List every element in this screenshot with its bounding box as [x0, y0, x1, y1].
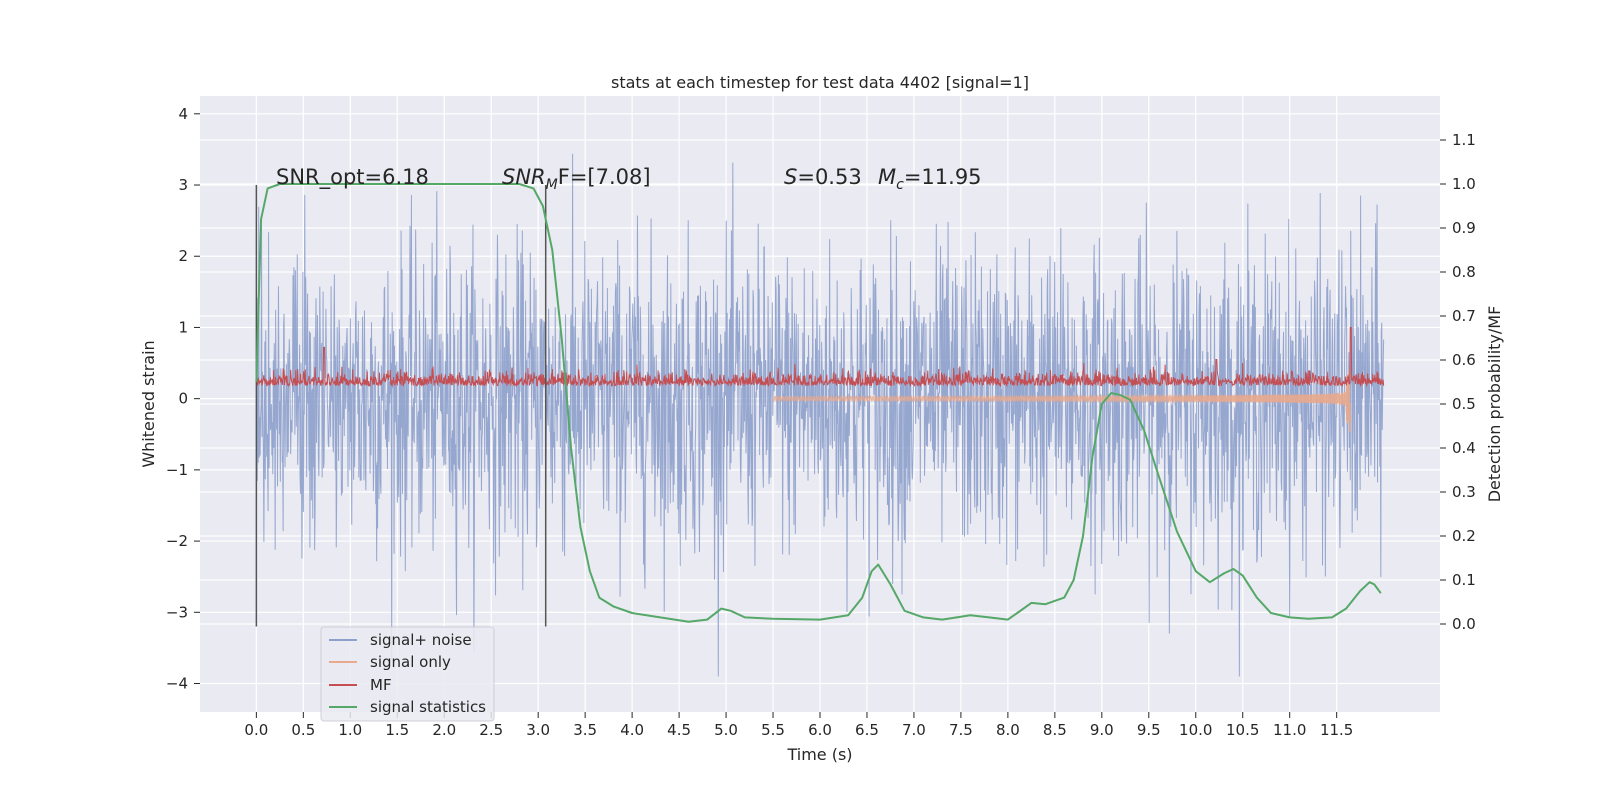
y-tick-label: 0	[178, 390, 188, 408]
marker-lines	[255, 185, 547, 627]
legend: signal+ noise signal only MF signal stat…	[320, 626, 495, 722]
annotation-s-symbol: S	[784, 165, 797, 189]
y-right-tick-label: 0.7	[1452, 307, 1476, 325]
mf-series	[255, 326, 1385, 388]
annotation-snr-opt: SNR_opt=6.18	[276, 165, 429, 190]
series-signal-statistics-line	[255, 183, 1382, 623]
y-tick-label: −4	[166, 675, 188, 693]
x-tick-label: 8.0	[996, 721, 1020, 739]
y-right-tick-label: 0.4	[1452, 439, 1476, 457]
annotation-mc-symbol: M	[878, 165, 896, 189]
y-tick-label: 1	[178, 318, 188, 336]
annotation-snr-mf-subscript: M	[546, 177, 558, 193]
x-axis-title: Time (s)	[786, 745, 852, 764]
x-tick-label: 9.0	[1090, 721, 1114, 739]
y-tick-label: −3	[166, 603, 188, 621]
x-tick-label: 0.5	[291, 721, 315, 739]
axis-ticks: 0.0 0.5 1.0 1.5 2.0 2.5 3.0 3.5 4.0 4.5 5.0 5.5 6.0 6…	[166, 105, 1476, 739]
x-tick-label: 5.5	[761, 721, 785, 739]
y-right-axis-title: Detection probability/MF	[1485, 306, 1504, 503]
x-tick-label: 6.5	[855, 721, 879, 739]
x-tick-label: 8.5	[1043, 721, 1067, 739]
x-tick-label: 2.0	[432, 721, 456, 739]
annotation-snr-mf-value: F=[7.08]	[558, 165, 651, 189]
signal-statistics-series	[255, 183, 1382, 623]
x-tick-label: 4.0	[620, 721, 644, 739]
legend-label-signal-only: signal only	[370, 653, 451, 671]
y-tick-label: 2	[178, 247, 188, 265]
annotation-snr-mf: SNRMF=[7.08]	[502, 165, 651, 193]
y-right-tick-label: 0.8	[1452, 263, 1476, 281]
y-tick-label: −2	[166, 532, 188, 550]
y-right-tick-label: 0.1	[1452, 571, 1476, 589]
y-tick-label: 3	[178, 176, 188, 194]
annotation-s: S=0.53	[784, 165, 862, 189]
series-mf-line	[255, 326, 1385, 388]
x-tick-label: 3.0	[526, 721, 550, 739]
x-tick-label: 5.0	[714, 721, 738, 739]
annotation-mc-value: =11.95	[904, 165, 982, 189]
y-right-tick-label: 0.6	[1452, 351, 1476, 369]
annotation-mc: Mc=11.95	[878, 165, 982, 193]
y-tick-label: 4	[178, 105, 188, 123]
x-tick-label: 0.0	[244, 721, 268, 739]
x-tick-label: 2.5	[479, 721, 503, 739]
y-right-tick-label: 0.2	[1452, 527, 1476, 545]
x-tick-label: 3.5	[573, 721, 597, 739]
annotation-mc-subscript: c	[896, 177, 904, 193]
x-tick-label: 7.5	[949, 721, 973, 739]
y-tick-label: −1	[166, 461, 188, 479]
legend-label-mf: MF	[370, 676, 392, 694]
x-tick-label: 9.5	[1137, 721, 1161, 739]
signal-only-series	[772, 368, 1352, 433]
y-axis-title: Whitened strain	[139, 340, 158, 467]
y-right-tick-label: 0.0	[1452, 615, 1476, 633]
legend-box	[320, 626, 495, 722]
x-tick-label: 6.0	[808, 721, 832, 739]
series-signal-only-line	[772, 368, 1352, 433]
y-right-tick-label: 0.5	[1452, 395, 1476, 413]
x-tick-label: 1.0	[338, 721, 362, 739]
signal-noise-series	[255, 153, 1385, 677]
y-right-tick-label: 1.0	[1452, 175, 1476, 193]
series-signal-noise-line	[255, 153, 1385, 677]
annotation-s-value: =0.53	[797, 165, 861, 189]
legend-label-signal-noise: signal+ noise	[370, 631, 472, 649]
x-tick-label: 11.0	[1273, 721, 1306, 739]
x-tick-label: 4.5	[667, 721, 691, 739]
chart-title: stats at each timestep for test data 440…	[611, 73, 1029, 92]
x-tick-label: 10.5	[1226, 721, 1259, 739]
y-right-tick-label: 0.3	[1452, 483, 1476, 501]
x-tick-label: 10.0	[1179, 721, 1212, 739]
legend-label-signal-statistics: signal statistics	[370, 698, 486, 716]
x-tick-label: 1.5	[385, 721, 409, 739]
x-tick-label: 11.5	[1320, 721, 1353, 739]
annotation-snr-mf-symbol: SNR	[502, 165, 546, 189]
y-right-tick-label: 1.1	[1452, 131, 1476, 149]
y-right-tick-label: 0.9	[1452, 219, 1476, 237]
x-tick-label: 7.0	[902, 721, 926, 739]
